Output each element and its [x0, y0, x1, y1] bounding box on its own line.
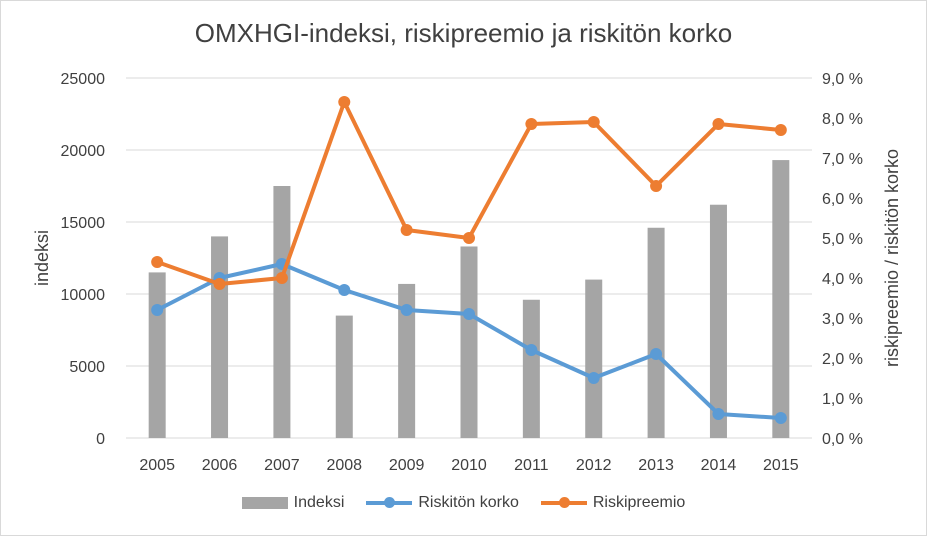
x-tick-label: 2009: [389, 457, 425, 474]
gridlines: [126, 77, 812, 439]
right-tick-label: 2,0 %: [822, 351, 863, 368]
data-point: [275, 272, 288, 284]
data-point: [151, 304, 164, 316]
data-point: [400, 304, 413, 316]
left-tick-label: 0: [96, 431, 105, 448]
left-tick-label: 5000: [69, 359, 105, 376]
x-tick-label: 2015: [763, 457, 799, 474]
right-tick-label: 8,0 %: [822, 111, 863, 128]
data-point: [213, 278, 226, 290]
bar: [585, 279, 603, 438]
right-tick-label: 3,0 %: [822, 311, 863, 328]
bar: [335, 315, 353, 438]
x-tick-label: 2008: [326, 457, 362, 474]
bar: [148, 272, 166, 438]
left-tick-label: 15000: [61, 215, 106, 232]
data-point: [712, 118, 725, 130]
data-point: [587, 116, 600, 128]
legend-swatch-line: [540, 497, 587, 509]
line-series: [151, 96, 787, 424]
legend: Indeksi Riskitön korko Riskipreemio: [0, 494, 927, 512]
left-tick-label: 10000: [61, 287, 106, 304]
x-tick-label: 2006: [202, 457, 238, 474]
right-tick-label: 0,0 %: [822, 431, 863, 448]
data-point: [463, 308, 475, 320]
bar: [273, 186, 291, 438]
data-point: [338, 96, 351, 108]
bar: [647, 227, 665, 438]
bar: [460, 246, 478, 438]
bar-series: [148, 160, 790, 438]
legend-item-riskipreemio: Riskipreemio: [540, 494, 686, 512]
data-point: [650, 180, 663, 192]
right-tick-label: 1,0 %: [822, 391, 863, 408]
legend-label: Indeksi: [293, 494, 345, 511]
data-point: [151, 256, 164, 268]
x-tick-label: 2012: [576, 457, 612, 474]
legend-label: Riskipreemio: [592, 494, 686, 511]
legend-item-riskiton-korko: Riskitön korko: [366, 494, 519, 512]
x-axis-ticks: 2005 2006 2007 2008 2009 2010 2011 2012 2013 2014…: [139, 457, 798, 474]
data-point: [774, 124, 787, 136]
data-point: [525, 344, 538, 356]
bar: [522, 299, 540, 438]
x-tick-label: 2010: [451, 457, 487, 474]
right-tick-label: 7,0 %: [822, 151, 863, 168]
data-point: [712, 408, 725, 420]
data-point: [463, 232, 475, 244]
x-tick-label: 2013: [638, 457, 674, 474]
left-axis-title: indeksi: [32, 230, 52, 286]
right-tick-label: 6,0 %: [822, 191, 863, 208]
data-point: [774, 412, 787, 424]
x-tick-label: 2014: [701, 457, 737, 474]
data-point: [650, 348, 663, 360]
right-tick-label: 9,0 %: [822, 71, 863, 88]
right-tick-label: 5,0 %: [822, 231, 863, 248]
bar: [398, 283, 416, 438]
x-tick-label: 2007: [264, 457, 300, 474]
left-axis-ticks: 0 5000 10000 15000 20000 25000: [61, 71, 106, 448]
chart-title: OMXHGI-indeksi, riskipreemio ja riskitön…: [194, 18, 733, 48]
right-axis-title: riskipreemio / riskitön korko: [882, 149, 902, 367]
bar: [211, 236, 229, 438]
legend-item-indeksi: Indeksi: [241, 494, 345, 512]
x-tick-label: 2005: [139, 457, 175, 474]
data-point: [587, 372, 600, 384]
legend-swatch-bar: [241, 497, 288, 509]
left-tick-label: 25000: [61, 71, 106, 88]
data-point: [338, 284, 351, 296]
right-axis-ticks: 0,0 % 1,0 % 2,0 % 3,0 % 4,0 % 5,0 % 6,0 % 7,0 %…: [822, 71, 863, 448]
bar: [772, 160, 790, 438]
x-tick-label: 2011: [514, 457, 549, 474]
right-tick-label: 4,0 %: [822, 271, 863, 288]
legend-swatch-line: [366, 497, 413, 509]
legend-label: Riskitön korko: [418, 494, 519, 511]
bar: [709, 204, 727, 438]
data-point: [525, 118, 538, 130]
left-tick-label: 20000: [61, 143, 106, 160]
data-point: [400, 224, 413, 236]
